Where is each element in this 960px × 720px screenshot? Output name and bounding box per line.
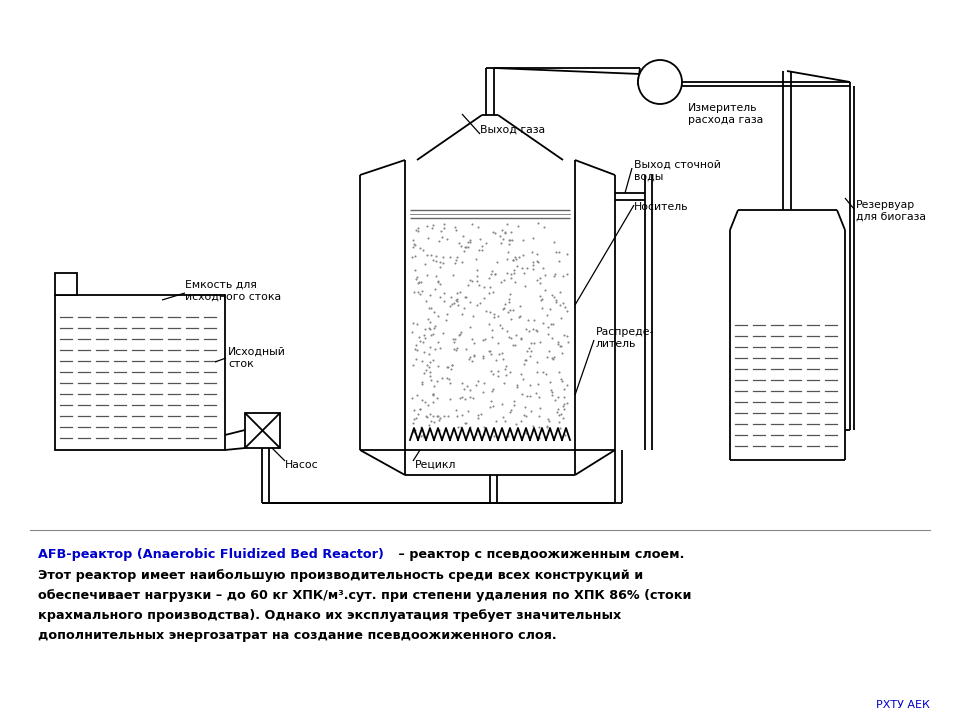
Text: воды: воды [634,172,663,182]
Text: для биогаза: для биогаза [856,212,926,222]
Text: расхода газа: расхода газа [688,115,763,125]
Text: сток: сток [228,359,253,369]
Text: Рецикл: Рецикл [415,460,456,470]
Text: Этот реактор имеет наибольшую производительность среди всех конструкций и: Этот реактор имеет наибольшую производит… [38,569,643,582]
Text: Носитель: Носитель [634,202,688,212]
Text: крахмального производства). Однако их эксплуатация требует значительных: крахмального производства). Однако их эк… [38,609,621,622]
Text: Резервуар: Резервуар [856,200,915,210]
Text: AFB-реактор (Anaerobic Fluidized Bed Reactor): AFB-реактор (Anaerobic Fluidized Bed Rea… [38,548,384,561]
Text: Измеритель: Измеритель [688,103,757,113]
Bar [55,273,77,295]
Text: Насос: Насос [285,460,319,470]
Text: Распреде-: Распреде- [596,327,655,337]
Text: РХТУ АЕК: РХТУ АЕК [876,700,930,710]
Text: Выход газа: Выход газа [480,125,545,135]
Text: Выход сточной: Выход сточной [634,160,721,170]
Text: Исходный: Исходный [228,347,286,357]
Text: дополнительных энергозатрат на создание псевдоожиженного слоя.: дополнительных энергозатрат на создание … [38,629,557,642]
Text: исходного стока: исходного стока [185,292,281,302]
Text: – реактор с псевдоожиженным слоем.: – реактор с псевдоожиженным слоем. [394,548,684,561]
Bar [55,295,225,450]
Text: обеспечивает нагрузки – до 60 кг ХПК/м³.сут. при степени удаления по ХПК 86% (ст: обеспечивает нагрузки – до 60 кг ХПК/м³.… [38,589,691,602]
Bar [245,413,280,448]
Circle shape [638,60,682,104]
Text: Емкость для: Емкость для [185,280,257,290]
Text: литель: литель [596,339,636,349]
